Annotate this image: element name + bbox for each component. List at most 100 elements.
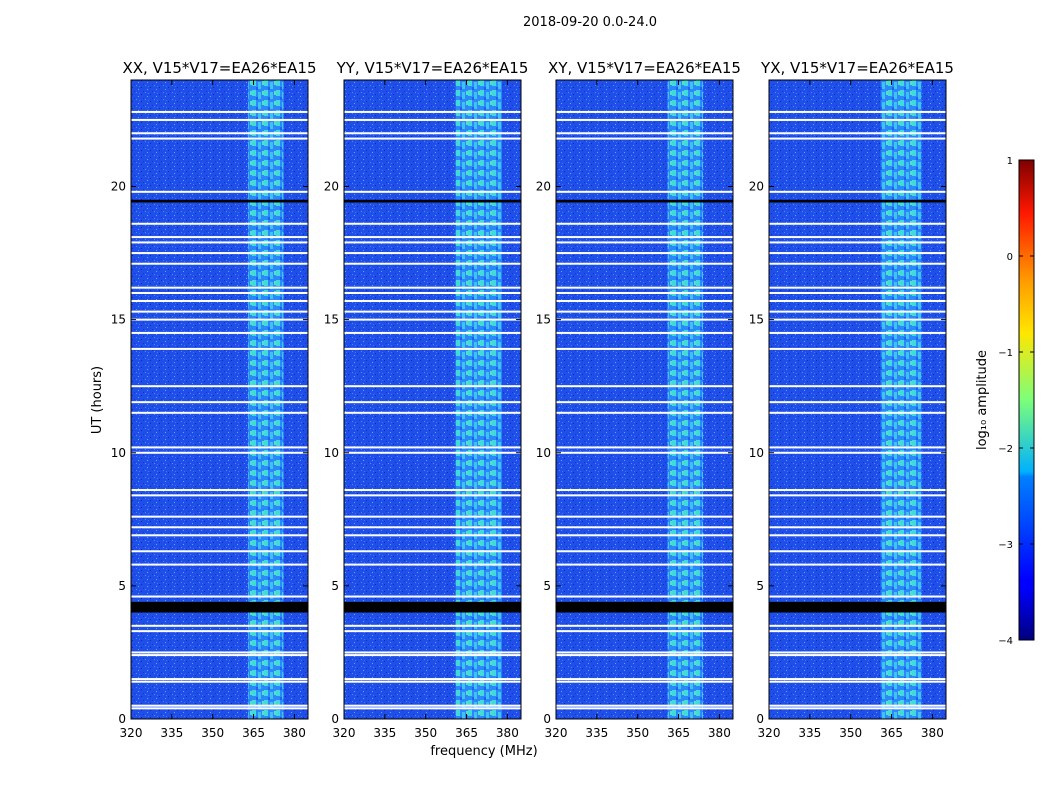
y-tick-label: 15 (536, 313, 551, 327)
flagged-stripe (556, 595, 733, 598)
flagged-stripe (769, 563, 946, 566)
panels: XX, V15*V17=EA26*EA15 320 335 350 365 380 0 5 10… (111, 59, 954, 740)
flagged-stripe (131, 252, 308, 255)
colorbar-tick-label: 0 (1007, 252, 1013, 263)
x-tick-label: 365 (455, 726, 478, 740)
panel: YY, V15*V17=EA26*EA15 320 335 350 365 380 0 5 10… (324, 59, 529, 740)
no-data-stripe (556, 601, 733, 613)
flagged-stripe (556, 331, 733, 334)
x-tick-label: 320 (758, 726, 781, 740)
flagged-stripe (769, 654, 946, 657)
flagged-stripe (769, 550, 946, 553)
x-tick-label: 335 (373, 726, 396, 740)
flagged-stripe (769, 411, 946, 414)
flagged-stripe (131, 190, 308, 193)
flagged-stripe (769, 190, 946, 193)
flagged-stripe (769, 515, 946, 518)
flagged-stripe (131, 489, 308, 492)
y-tick-label: 0 (756, 712, 764, 726)
flagged-stripe (556, 707, 733, 710)
flagged-stripe (344, 262, 521, 265)
y-tick-label: 15 (111, 313, 126, 327)
flagged-stripe (131, 630, 308, 633)
no-data-stripe (131, 199, 308, 203)
x-tick-label: 350 (839, 726, 862, 740)
x-tick-label: 350 (414, 726, 437, 740)
x-tick-label: 365 (242, 726, 265, 740)
panel: YX, V15*V17=EA26*EA15 320 335 350 365 380 0 5 10… (749, 59, 954, 740)
flagged-stripe (344, 595, 521, 598)
flagged-stripe (344, 318, 521, 321)
flagged-stripe (556, 489, 733, 492)
flagged-stripe (769, 446, 946, 449)
flagged-stripe (556, 292, 733, 294)
y-tick-label: 20 (324, 180, 339, 194)
flagged-stripe (556, 318, 733, 321)
flagged-stripe (556, 310, 733, 313)
flagged-stripe (556, 299, 733, 302)
flagged-stripe (131, 446, 308, 449)
panel-frame (130, 79, 309, 720)
flagged-stripe (344, 292, 521, 294)
flagged-stripe (131, 137, 308, 140)
no-data-stripe (769, 199, 946, 203)
flagged-stripe (344, 446, 521, 449)
flagged-stripe (556, 680, 733, 683)
y-tick-label: 20 (111, 180, 126, 194)
flagged-stripe (344, 494, 521, 497)
flagged-stripe (131, 292, 308, 294)
y-tick-label: 0 (331, 712, 339, 726)
no-data-stripe (769, 601, 946, 613)
flagged-stripe (769, 624, 946, 627)
flagged-stripe (769, 262, 946, 265)
flagged-stripe (556, 651, 733, 654)
flagged-stripe (769, 489, 946, 492)
flagged-stripe (556, 534, 733, 537)
flagged-stripe (131, 286, 308, 289)
flagged-stripe (344, 451, 521, 454)
flagged-stripe (131, 526, 308, 529)
y-tick-label: 5 (331, 579, 339, 593)
flagged-stripe (344, 411, 521, 414)
flagged-stripe (769, 651, 946, 654)
flagged-stripe (769, 241, 946, 244)
flagged-stripe (131, 241, 308, 244)
x-tick-label: 320 (333, 726, 356, 740)
flagged-stripe (556, 563, 733, 566)
flagged-stripe (131, 704, 308, 707)
signal-band (248, 80, 284, 719)
colorbar-tick-label: −3 (998, 540, 1013, 551)
flagged-stripe (344, 331, 521, 334)
flagged-stripe (344, 347, 521, 350)
flagged-stripe (344, 286, 521, 289)
signal-band (667, 80, 704, 719)
flagged-stripe (769, 286, 946, 289)
flagged-stripe (131, 624, 308, 627)
colorbar-gradient (1018, 159, 1035, 641)
flagged-stripe (556, 654, 733, 657)
x-tick-label: 380 (708, 726, 731, 740)
x-tick-label: 365 (667, 726, 690, 740)
flagged-stripe (769, 110, 946, 113)
flagged-stripe (131, 110, 308, 113)
flagged-stripe (344, 624, 521, 627)
flagged-stripe (344, 236, 521, 239)
y-tick-label: 10 (324, 446, 339, 460)
y-tick-label: 0 (543, 712, 551, 726)
flagged-stripe (769, 299, 946, 302)
flagged-stripe (556, 252, 733, 255)
flagged-stripe (769, 401, 946, 404)
flagged-stripe (131, 222, 308, 225)
flagged-stripe (556, 118, 733, 121)
flagged-stripe (344, 118, 521, 121)
suptitle: 2018-09-20 0.0-24.0 (523, 15, 657, 30)
flagged-stripe (344, 401, 521, 404)
flagged-stripe (769, 310, 946, 313)
flagged-stripe (769, 318, 946, 321)
flagged-stripe (344, 299, 521, 302)
no-data-stripe (131, 601, 308, 613)
flagged-stripe (556, 347, 733, 350)
flagged-stripe (769, 222, 946, 225)
flagged-stripe (344, 563, 521, 566)
flagged-stripe (344, 310, 521, 313)
